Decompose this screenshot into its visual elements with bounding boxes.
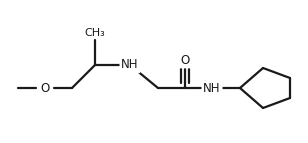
- Text: CH₃: CH₃: [85, 28, 105, 38]
- Text: O: O: [40, 82, 50, 95]
- Text: NH: NH: [203, 82, 221, 95]
- Text: O: O: [180, 53, 190, 66]
- Text: NH: NH: [121, 58, 139, 72]
